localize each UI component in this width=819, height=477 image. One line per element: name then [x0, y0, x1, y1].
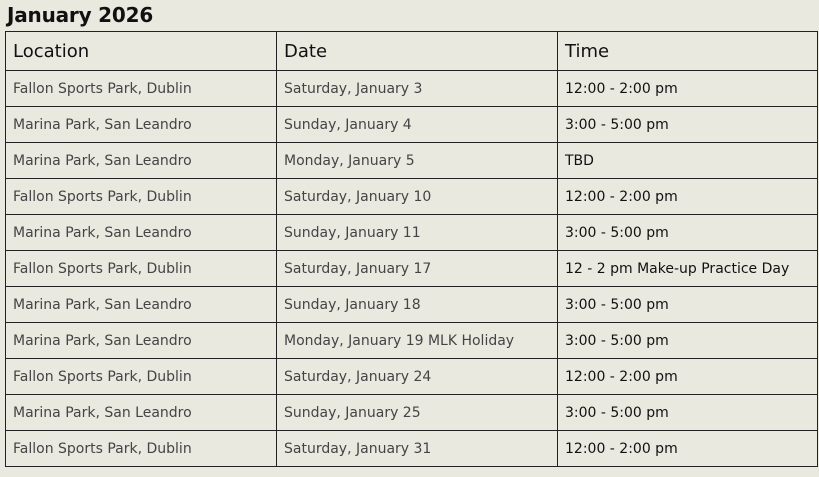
date-cell: Monday, January 19 MLK Holiday — [276, 322, 558, 359]
time-cell: 12:00 - 2:00 pm — [557, 358, 818, 395]
date-cell: Sunday, January 4 — [276, 106, 558, 143]
location-cell: Marina Park, San Leandro — [5, 214, 277, 251]
location-cell: Marina Park, San Leandro — [5, 286, 277, 323]
date-cell: Saturday, January 17 — [276, 250, 558, 287]
date-cell: Saturday, January 3 — [276, 70, 558, 107]
time-cell: 3:00 - 5:00 pm — [557, 214, 818, 251]
table-row: Marina Park, San Leandro Monday, January … — [5, 322, 818, 359]
time-cell: 3:00 - 5:00 pm — [557, 286, 818, 323]
location-cell: Fallon Sports Park, Dublin — [5, 70, 277, 107]
schedule-body: Fallon Sports Park, Dublin Saturday, Janu… — [5, 70, 818, 467]
time-cell: TBD — [557, 142, 818, 179]
date-cell: Saturday, January 31 — [276, 430, 558, 467]
header-row: Location Date Time — [5, 31, 818, 71]
date-cell: Saturday, January 10 — [276, 178, 558, 215]
time-cell: 3:00 - 5:00 pm — [557, 394, 818, 431]
time-cell: 12 - 2 pm Make-up Practice Day — [557, 250, 818, 287]
table-row: Marina Park, San Leandro Monday, January … — [5, 142, 818, 179]
table-row: Fallon Sports Park, Dublin Saturday, Janu… — [5, 430, 818, 467]
page-title: January 2026 — [7, 3, 154, 27]
table-row: Fallon Sports Park, Dublin Saturday, Janu… — [5, 250, 818, 287]
table-row: Marina Park, San Leandro Sunday, January … — [5, 106, 818, 143]
date-cell: Sunday, January 11 — [276, 214, 558, 251]
time-cell: 12:00 - 2:00 pm — [557, 70, 818, 107]
location-cell: Fallon Sports Park, Dublin — [5, 178, 277, 215]
date-cell: Monday, January 5 — [276, 142, 558, 179]
table-row: Marina Park, San Leandro Sunday, January … — [5, 214, 818, 251]
table-row: Marina Park, San Leandro Sunday, January … — [5, 286, 818, 323]
location-cell: Marina Park, San Leandro — [5, 106, 277, 143]
header-date: Date — [276, 31, 558, 71]
header-location: Location — [5, 31, 277, 71]
time-cell: 3:00 - 5:00 pm — [557, 322, 818, 359]
location-cell: Fallon Sports Park, Dublin — [5, 358, 277, 395]
table-row: Fallon Sports Park, Dublin Saturday, Janu… — [5, 70, 818, 107]
location-cell: Marina Park, San Leandro — [5, 142, 277, 179]
time-cell: 12:00 - 2:00 pm — [557, 178, 818, 215]
date-cell: Saturday, January 24 — [276, 358, 558, 395]
location-cell: Marina Park, San Leandro — [5, 322, 277, 359]
location-cell: Marina Park, San Leandro — [5, 394, 277, 431]
schedule-table: Location Date Time Fallon Sports Park, D… — [5, 31, 818, 467]
header-time: Time — [557, 31, 818, 71]
location-cell: Fallon Sports Park, Dublin — [5, 430, 277, 467]
table-row: Fallon Sports Park, Dublin Saturday, Janu… — [5, 178, 818, 215]
location-cell: Fallon Sports Park, Dublin — [5, 250, 277, 287]
time-cell: 12:00 - 2:00 pm — [557, 430, 818, 467]
date-cell: Sunday, January 18 — [276, 286, 558, 323]
table-row: Fallon Sports Park, Dublin Saturday, Janu… — [5, 358, 818, 395]
date-cell: Sunday, January 25 — [276, 394, 558, 431]
time-cell: 3:00 - 5:00 pm — [557, 106, 818, 143]
table-row: Marina Park, San Leandro Sunday, January … — [5, 394, 818, 431]
